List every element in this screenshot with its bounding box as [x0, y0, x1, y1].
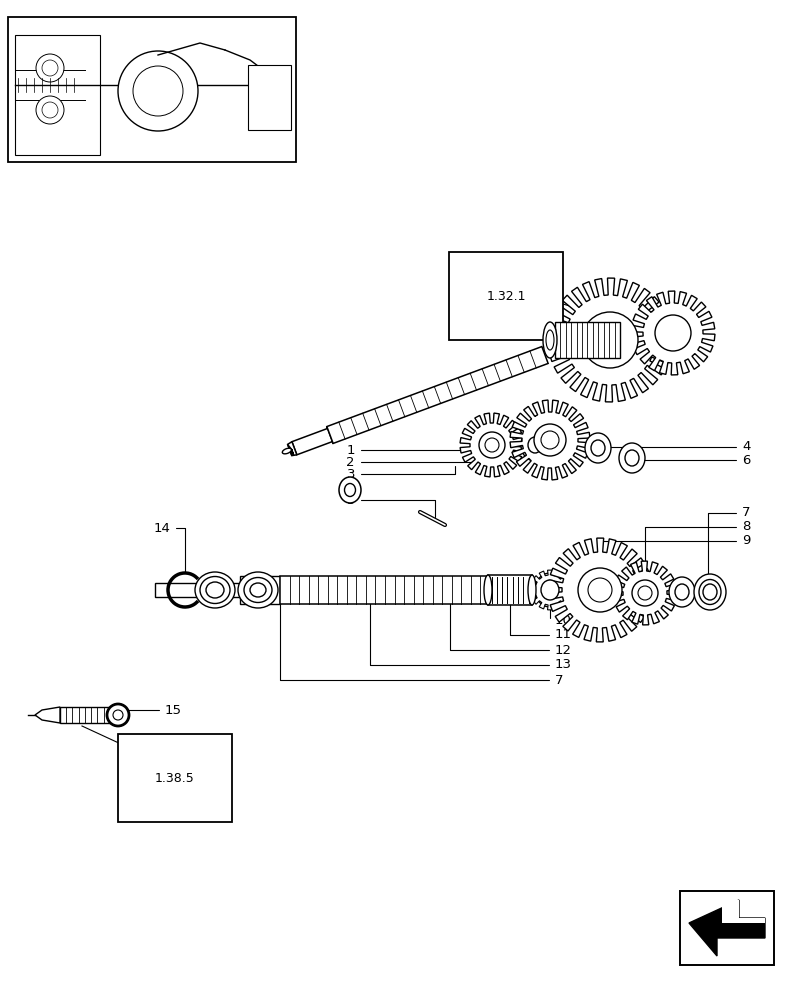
- Ellipse shape: [344, 484, 355, 496]
- Ellipse shape: [238, 572, 278, 608]
- Text: 4: 4: [346, 481, 355, 493]
- Circle shape: [581, 312, 638, 368]
- Circle shape: [638, 586, 651, 600]
- Ellipse shape: [195, 572, 234, 608]
- Polygon shape: [688, 900, 764, 956]
- Circle shape: [533, 424, 565, 456]
- Polygon shape: [509, 400, 589, 480]
- Circle shape: [118, 51, 198, 131]
- Bar: [8, 17, 296, 162]
- Ellipse shape: [590, 440, 604, 456]
- Ellipse shape: [698, 580, 720, 604]
- Ellipse shape: [675, 584, 688, 600]
- Text: 12: 12: [450, 593, 571, 656]
- Polygon shape: [35, 707, 60, 723]
- Text: 9: 9: [599, 534, 749, 582]
- Polygon shape: [287, 442, 296, 456]
- Polygon shape: [548, 538, 651, 642]
- Ellipse shape: [528, 575, 536, 605]
- Ellipse shape: [585, 433, 610, 463]
- Bar: [679, 891, 773, 965]
- Ellipse shape: [540, 580, 558, 600]
- Circle shape: [36, 54, 64, 82]
- Polygon shape: [529, 570, 569, 610]
- Polygon shape: [459, 413, 524, 477]
- Text: 7: 7: [707, 506, 749, 577]
- Polygon shape: [548, 278, 671, 402]
- Text: 2: 2: [346, 456, 484, 468]
- Circle shape: [132, 66, 183, 116]
- Ellipse shape: [250, 583, 266, 597]
- Ellipse shape: [520, 429, 548, 461]
- Text: 8: 8: [644, 520, 749, 579]
- Ellipse shape: [483, 575, 491, 605]
- Ellipse shape: [618, 443, 644, 473]
- Polygon shape: [630, 291, 714, 375]
- Text: 1.38.5: 1.38.5: [155, 772, 194, 784]
- Ellipse shape: [282, 448, 291, 454]
- Polygon shape: [240, 576, 279, 604]
- Circle shape: [42, 102, 58, 118]
- Ellipse shape: [668, 577, 694, 607]
- Bar: [15, 35, 100, 155]
- Ellipse shape: [702, 584, 716, 600]
- Circle shape: [113, 710, 123, 720]
- Circle shape: [479, 432, 504, 458]
- Text: 10: 10: [549, 578, 571, 626]
- Bar: [247, 65, 291, 130]
- Circle shape: [540, 431, 558, 449]
- Text: 15: 15: [95, 704, 181, 717]
- Polygon shape: [554, 322, 619, 358]
- Circle shape: [107, 704, 128, 726]
- Circle shape: [577, 568, 622, 612]
- Polygon shape: [155, 583, 240, 597]
- Ellipse shape: [528, 437, 541, 453]
- Polygon shape: [287, 444, 293, 456]
- Circle shape: [654, 315, 690, 351]
- Circle shape: [36, 96, 64, 124]
- Ellipse shape: [206, 582, 224, 598]
- Circle shape: [484, 438, 499, 452]
- Ellipse shape: [339, 477, 361, 503]
- Text: 11: 11: [509, 583, 571, 642]
- Circle shape: [631, 580, 657, 606]
- Ellipse shape: [693, 574, 725, 610]
- Ellipse shape: [534, 573, 565, 607]
- Text: 3: 3: [346, 466, 454, 481]
- Text: 1: 1: [346, 444, 495, 456]
- Text: 7: 7: [279, 593, 563, 686]
- Text: 1.32.1: 1.32.1: [486, 290, 525, 302]
- Polygon shape: [279, 576, 489, 604]
- Circle shape: [42, 60, 58, 76]
- Text: 6: 6: [633, 454, 749, 466]
- Text: 4: 4: [600, 440, 749, 454]
- Circle shape: [587, 578, 611, 602]
- Text: 5: 5: [346, 493, 434, 517]
- Ellipse shape: [624, 450, 638, 466]
- Text: 14: 14: [153, 522, 185, 572]
- Polygon shape: [487, 575, 532, 605]
- Polygon shape: [291, 427, 332, 455]
- Ellipse shape: [243, 578, 271, 602]
- Polygon shape: [60, 707, 110, 723]
- Ellipse shape: [200, 576, 230, 603]
- Polygon shape: [721, 900, 764, 923]
- Polygon shape: [613, 561, 676, 625]
- Ellipse shape: [542, 322, 556, 358]
- Polygon shape: [327, 347, 548, 443]
- Text: 13: 13: [369, 593, 571, 672]
- Ellipse shape: [545, 330, 553, 350]
